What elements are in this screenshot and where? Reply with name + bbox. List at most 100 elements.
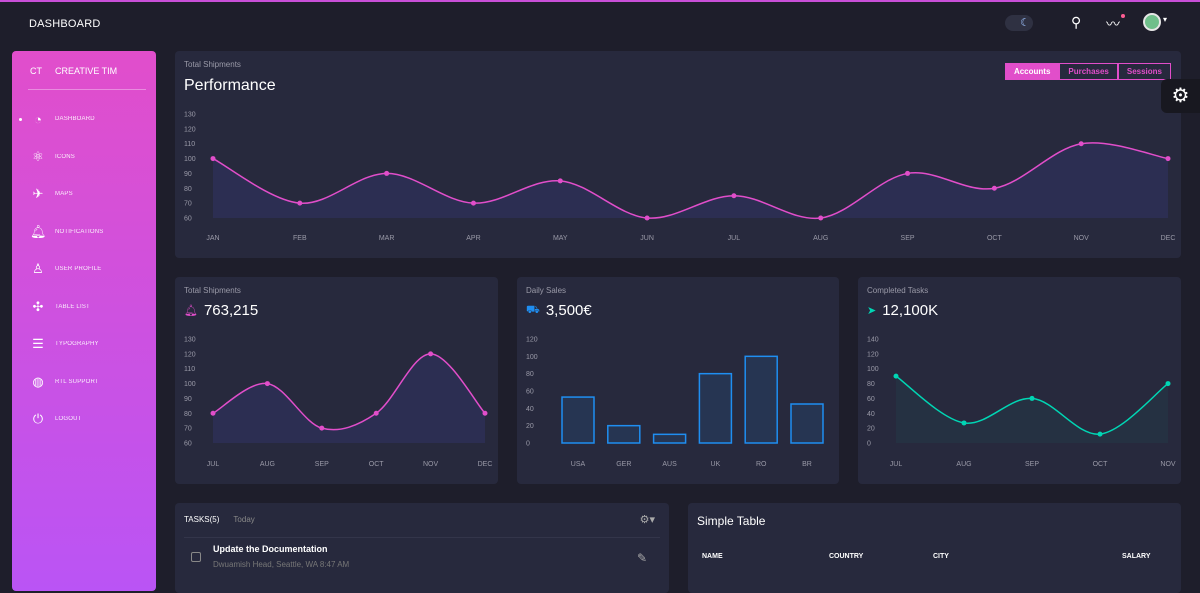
sidebar-item-table-list[interactable]: ✣ TABLE LIST <box>12 297 156 317</box>
tab-sessions[interactable]: Sessions <box>1117 63 1171 80</box>
y-tick-label: 70 <box>184 426 192 433</box>
data-point-aug <box>961 420 967 426</box>
edit-pencil-icon[interactable]: ✎ <box>636 551 647 565</box>
tab-purchases[interactable]: Purchases <box>1059 63 1118 80</box>
data-point-aug <box>818 215 824 221</box>
column-header-city[interactable]: CITY <box>933 553 949 560</box>
y-tick-label: 20 <box>867 426 875 433</box>
series-area <box>213 142 1168 219</box>
data-point-jul <box>731 193 737 199</box>
sidebar-item-logout[interactable]: ⏻ LOGOUT <box>12 409 156 429</box>
data-point-aug <box>264 381 270 387</box>
data-point-oct <box>991 185 997 191</box>
sidebar-logo[interactable]: CT CREATIVE TIM <box>30 66 117 76</box>
y-tick-label: 90 <box>184 171 192 178</box>
y-tick-label: 100 <box>867 366 879 373</box>
y-tick-label: 120 <box>184 126 196 133</box>
top-accent-line <box>0 0 1200 2</box>
x-tick-label: JUN <box>640 235 654 242</box>
data-point-dec <box>482 410 488 416</box>
data-point-apr <box>470 200 476 206</box>
tasks-card: Completed Tasks ➤ 12,100K 0 20 40 60 80 100 120… <box>858 277 1181 484</box>
y-tick-label: 40 <box>526 406 534 413</box>
y-tick-label: 60 <box>867 396 875 403</box>
column-header-country[interactable]: COUNTRY <box>829 553 864 560</box>
x-tick-label: JUL <box>207 461 220 468</box>
navbar-brand[interactable]: DASHBOARD <box>29 18 101 30</box>
task-checkbox[interactable] <box>191 552 201 562</box>
x-tick-label: BR <box>802 461 812 468</box>
rtl-support-icon: ◍ <box>32 373 44 389</box>
sidebar-item-user-profile[interactable]: ♙ USER PROFILE <box>12 259 156 279</box>
y-tick-label: 40 <box>867 411 875 418</box>
performance-card: Total Shipments Performance Accounts Pur… <box>175 51 1181 258</box>
shipments-card: Total Shipments 🔔︎ 763,215 60 70 80 90 100 110… <box>175 277 498 484</box>
data-point-jan <box>210 156 216 162</box>
y-tick-label: 80 <box>526 371 534 378</box>
y-tick-label: 80 <box>867 381 875 388</box>
x-tick-label: SEP <box>1025 461 1039 468</box>
x-tick-label: OCT <box>369 461 385 468</box>
x-tick-label: USA <box>571 461 586 468</box>
y-tick-label: 110 <box>184 366 195 373</box>
data-point-nov <box>1078 141 1084 147</box>
x-tick-label: AUS <box>662 461 677 468</box>
x-tick-label: SEP <box>901 235 915 242</box>
data-point-mar <box>384 170 390 176</box>
notifications-icon: 🔔︎ <box>30 223 47 239</box>
x-tick-label: UK <box>711 461 721 468</box>
card-category: Total Shipments <box>184 60 241 69</box>
sidebar-item-rtl-support[interactable]: ◍ RTL SUPPORT <box>12 372 156 392</box>
sidebar-item-label: NOTIFICATIONS <box>55 228 104 235</box>
x-tick-label: AUG <box>813 235 828 242</box>
data-point-sep <box>905 170 911 176</box>
column-header-salary[interactable]: SALARY <box>1122 553 1151 560</box>
search-icon[interactable]: ⚲ <box>1071 14 1082 30</box>
card-value: 3,500€ <box>545 302 592 319</box>
y-tick-label: 120 <box>867 351 879 358</box>
column-header-name[interactable]: NAME <box>702 553 723 560</box>
data-point-feb <box>297 200 303 206</box>
series-area <box>213 353 485 443</box>
tab-accounts[interactable]: Accounts <box>1004 63 1060 80</box>
logo-short: CT <box>30 66 42 76</box>
card-title: Performance <box>184 77 276 94</box>
avatar[interactable] <box>1143 13 1161 31</box>
y-tick-label: 20 <box>526 423 534 430</box>
y-tick-label: 0 <box>867 441 871 448</box>
bar-br <box>790 403 824 444</box>
x-tick-label: MAY <box>553 235 568 242</box>
sidebar-item-icons[interactable]: ⚛ ICONS <box>12 147 156 167</box>
series-line <box>212 353 486 431</box>
tasks-header: TASKS(5) <box>184 515 220 524</box>
settings-gear-icon[interactable]: ⚙ <box>1161 79 1200 113</box>
y-tick-label: 100 <box>184 381 196 388</box>
settings-dropdown-icon[interactable]: ⚙▾ <box>639 514 655 526</box>
simple-table-card: Simple Table NAME COUNTRY CITY SALARY <box>688 503 1181 593</box>
sidebar: CT CREATIVE TIM ◔ DASHBOARD ⚛ ICONS ✈ MAPS 🔔︎ NO… <box>12 51 156 591</box>
x-tick-label: OCT <box>987 235 1003 242</box>
sidebar-item-typography[interactable]: ☰ TYPOGRAPHY <box>12 334 156 354</box>
sidebar-item-label: TYPOGRAPHY <box>55 341 99 347</box>
caret-down-icon[interactable]: ▾ <box>1163 15 1168 24</box>
x-tick-label: NOV <box>1074 235 1090 242</box>
y-tick-label: 100 <box>526 354 538 361</box>
bar-usa <box>561 396 595 444</box>
y-tick-label: 60 <box>184 216 192 223</box>
send-icon: ➤ <box>867 305 877 317</box>
theme-toggle[interactable]: ☾ <box>1005 15 1033 31</box>
sidebar-item-maps[interactable]: ✈ MAPS <box>12 184 156 204</box>
activity-icon[interactable]: 〰 <box>1106 16 1120 32</box>
sidebar-item-dashboard[interactable]: ◔ DASHBOARD <box>12 109 156 129</box>
data-point-nov <box>428 351 434 357</box>
data-point-sep <box>319 425 325 431</box>
sales-chart: 0 20 40 60 80 100 120 USA GER AUS UK RO BR <box>526 337 824 468</box>
sidebar-item-label: LOGOUT <box>55 416 82 422</box>
sidebar-item-notifications[interactable]: 🔔︎ NOTIFICATIONS <box>12 222 156 242</box>
y-tick-label: 100 <box>184 156 196 163</box>
card-category: Total Shipments <box>184 286 241 295</box>
x-tick-label: AUG <box>956 461 971 468</box>
x-tick-label: DEC <box>1161 235 1176 242</box>
x-tick-label: NOV <box>1160 461 1176 468</box>
user-profile-icon: ♙ <box>32 261 44 276</box>
